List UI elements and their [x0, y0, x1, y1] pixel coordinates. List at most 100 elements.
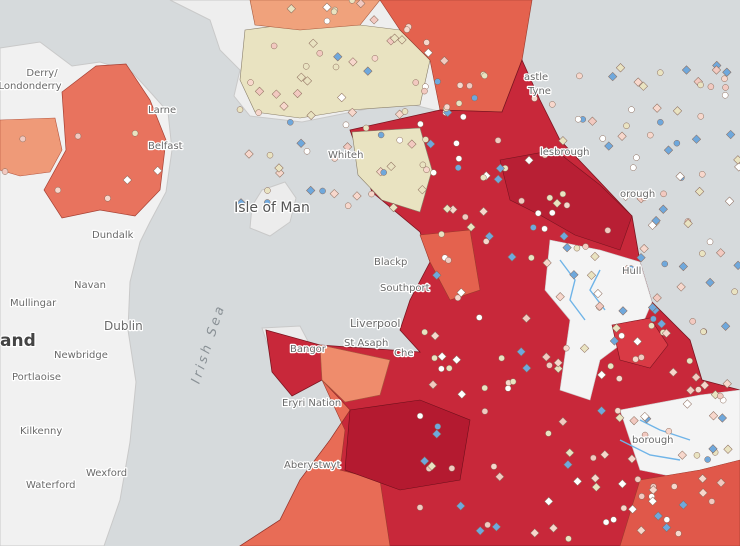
- site-marker: [371, 55, 379, 62]
- site-marker: [443, 103, 451, 111]
- site-marker: [620, 504, 628, 512]
- site-marker: [553, 364, 563, 374]
- isle-of-man: [249, 181, 297, 237]
- site-marker: [455, 155, 463, 162]
- site-marker: [661, 260, 669, 268]
- site-marker: [574, 116, 582, 123]
- site-marker: [658, 204, 668, 214]
- site-marker: [604, 227, 612, 234]
- site-marker: [686, 357, 693, 365]
- site-marker: [559, 231, 569, 241]
- site-marker: [331, 155, 338, 162]
- place-label: astle: [524, 72, 548, 83]
- site-marker: [308, 38, 318, 48]
- site-marker: [707, 83, 715, 90]
- site-marker: [522, 363, 532, 373]
- site-marker: [292, 88, 303, 99]
- site-marker: [104, 195, 111, 202]
- site-marker: [264, 199, 271, 206]
- site-marker: [700, 328, 707, 335]
- site-marker: [54, 186, 62, 194]
- site-marker: [586, 270, 597, 280]
- site-marker: [617, 131, 627, 141]
- site-marker: [697, 81, 704, 89]
- site-marker: [604, 141, 614, 151]
- site-marker: [595, 301, 605, 311]
- region: [619, 459, 740, 546]
- site-marker: [428, 380, 438, 390]
- site-marker: [122, 175, 132, 185]
- place-label: Che: [394, 348, 413, 359]
- site-marker: [460, 113, 467, 121]
- site-marker: [401, 108, 409, 115]
- site-marker: [558, 136, 568, 146]
- site-marker: [388, 202, 399, 213]
- site-marker: [456, 82, 464, 89]
- site-marker: [236, 106, 244, 113]
- site-marker: [419, 456, 430, 466]
- site-marker: [671, 483, 678, 490]
- site-marker: [380, 169, 387, 176]
- site-marker: [563, 459, 573, 470]
- site-marker: [491, 522, 502, 532]
- site-marker: [431, 354, 438, 362]
- site-marker: [689, 318, 696, 325]
- site-marker: [452, 355, 462, 365]
- site-marker: [423, 39, 430, 46]
- site-marker: [530, 224, 537, 231]
- site-marker: [356, 0, 366, 9]
- place-label: Dundalk: [92, 230, 134, 241]
- site-marker: [573, 244, 581, 252]
- site-marker: [546, 194, 554, 202]
- site-marker: [456, 501, 466, 511]
- site-marker: [698, 474, 708, 484]
- site-marker: [19, 135, 27, 143]
- site-marker: [348, 57, 358, 67]
- site-marker: [342, 142, 353, 152]
- site-marker: [131, 130, 139, 137]
- site-marker: [455, 100, 463, 107]
- site-marker: [698, 488, 708, 498]
- site-marker: [504, 385, 512, 392]
- site-marker: [416, 504, 424, 511]
- site-marker: [663, 516, 671, 523]
- site-marker: [657, 69, 664, 76]
- site-marker: [569, 270, 579, 280]
- site-marker: [731, 288, 738, 295]
- site-marker: [678, 500, 688, 510]
- site-marker: [306, 110, 316, 120]
- site-marker: [352, 191, 362, 201]
- site-marker: [483, 238, 490, 245]
- site-marker: [647, 131, 654, 139]
- site-marker: [622, 264, 632, 275]
- site-marker: [621, 191, 631, 202]
- site-marker: [638, 81, 648, 91]
- site-marker: [344, 202, 352, 209]
- site-marker: [490, 463, 498, 470]
- site-marker: [74, 132, 82, 140]
- site-marker: [721, 321, 731, 331]
- site-marker: [726, 129, 736, 140]
- site-marker: [274, 163, 284, 173]
- site-marker: [549, 101, 556, 108]
- site-marker: [608, 71, 618, 82]
- site-marker: [708, 411, 719, 421]
- site-marker: [419, 161, 427, 169]
- region: [319, 344, 391, 403]
- site-marker: [493, 174, 503, 184]
- site-marker: [475, 526, 485, 536]
- site-marker: [495, 472, 505, 482]
- site-marker: [596, 406, 607, 416]
- site-marker: [717, 413, 727, 423]
- site-marker: [663, 145, 674, 155]
- site-marker: [587, 116, 598, 126]
- site-marker: [634, 476, 642, 483]
- place-label: Derry/: [26, 68, 58, 79]
- site-marker: [733, 260, 740, 270]
- site-marker: [695, 386, 702, 393]
- site-marker: [254, 86, 265, 96]
- site-marker: [302, 76, 313, 86]
- site-marker: [721, 75, 728, 82]
- site-marker: [1, 168, 9, 175]
- site-marker: [454, 294, 462, 302]
